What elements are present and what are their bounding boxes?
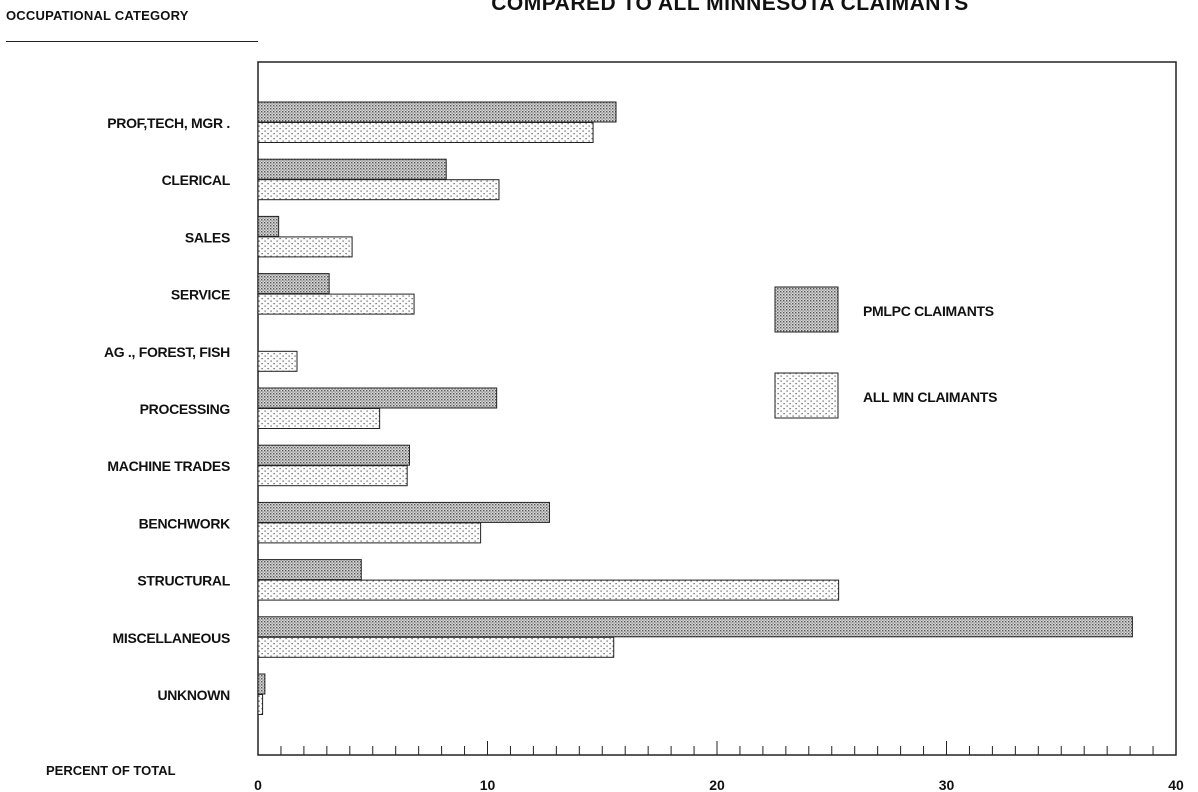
bar-all-mn-claimants-unknown <box>257 694 264 715</box>
bar-pmlpc-claimants-structural <box>257 559 362 581</box>
legend-label-pmlpc-claimants: PMLPC CLAIMANTS <box>863 303 994 319</box>
legend-swatch-all-mn-claimants <box>774 372 839 419</box>
bar-all-mn-claimants-structural <box>257 579 840 601</box>
category-label: AG ., FOREST, FISH <box>104 344 230 360</box>
category-label: PROCESSING <box>140 401 231 417</box>
category-label: CLERICAL <box>162 172 231 188</box>
bar-pmlpc-claimants-processing <box>257 387 498 409</box>
bar-all-mn-claimants-sales <box>257 236 353 258</box>
x-tick-label: 40 <box>1168 777 1184 792</box>
bar-pmlpc-claimants-miscellaneous <box>257 616 1133 638</box>
bar-all-mn-claimants-service <box>257 293 415 315</box>
bar-pmlpc-claimants-clerical <box>257 158 447 180</box>
x-tick-label: 0 <box>254 777 262 792</box>
y-axis-title: OCCUPATIONAL CATEGORY <box>6 8 189 23</box>
bar-pmlpc-claimants-machine-trades <box>257 444 410 466</box>
y-axis-title-rule <box>6 41 258 42</box>
legend-swatch-pmlpc-claimants <box>774 286 839 333</box>
x-tick-label: 30 <box>939 777 955 792</box>
category-label: BENCHWORK <box>139 515 231 531</box>
bar-pmlpc-claimants-prof-tech-mgr <box>257 101 617 123</box>
category-label: UNKNOWN <box>157 687 230 703</box>
bar-all-mn-claimants-benchwork <box>257 522 482 544</box>
category-label: SERVICE <box>171 287 230 303</box>
category-label: PROF,TECH, MGR . <box>107 115 230 131</box>
chart-title: COMPARED TO ALL MINNESOTA CLAIMANTS <box>491 0 969 15</box>
legend-label-all-mn-claimants: ALL MN CLAIMANTS <box>863 389 997 405</box>
bar-all-mn-claimants-prof-tech-mgr <box>257 122 594 143</box>
category-label: MISCELLANEOUS <box>113 630 230 646</box>
bar-all-mn-claimants-miscellaneous <box>257 636 615 658</box>
category-label: MACHINE TRADES <box>107 458 230 474</box>
bar-all-mn-claimants-processing <box>257 408 381 429</box>
bar-all-mn-claimants-clerical <box>257 179 500 201</box>
bar-pmlpc-claimants-benchwork <box>257 501 550 523</box>
bar-pmlpc-claimants-service <box>257 273 330 295</box>
bar-all-mn-claimants-machine-trades <box>257 465 408 487</box>
x-tick-label: 20 <box>709 777 725 792</box>
bar-all-mn-claimants-ag-forest-fish <box>257 350 298 372</box>
bar-pmlpc-claimants-unknown <box>257 673 266 695</box>
x-axis-title: PERCENT OF TOTAL <box>46 763 176 778</box>
x-tick-label: 10 <box>480 777 496 792</box>
bar-pmlpc-claimants-sales <box>257 215 280 237</box>
category-label: SALES <box>185 229 230 245</box>
category-label: STRUCTURAL <box>137 573 230 589</box>
